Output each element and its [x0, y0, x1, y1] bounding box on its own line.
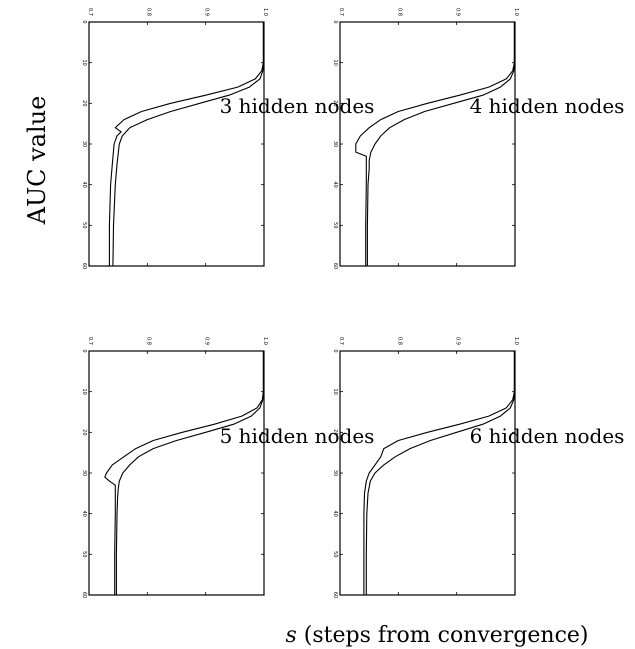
panel-title: 4 hidden nodes — [470, 94, 625, 118]
s-tick-label: 60 — [332, 263, 338, 269]
s-tick-label: 20 — [332, 100, 338, 106]
panel-3: 0.7 0.8 0.9 1.0 0 10 20 30 40 50 60 5 hidden nodes — [81, 337, 374, 598]
auc-tick-label: 0.7 — [87, 8, 93, 16]
panel-2: 0.7 0.8 0.9 1.0 0 10 20 30 40 50 60 4 hidden nodes — [332, 8, 624, 269]
panel-4: 0.7 0.8 0.9 1.0 0 10 20 30 40 50 60 6 hidden nodes — [332, 337, 624, 598]
auc-tick-label: 0.9 — [204, 337, 210, 345]
x-axis-label-text: (steps from convergence) — [297, 623, 589, 648]
series-line-1 — [364, 351, 515, 595]
s-tick-label: 30 — [81, 141, 87, 147]
s-tick-label: 0 — [332, 349, 338, 352]
s-tick-label: 50 — [81, 551, 87, 557]
s-tick-label: 10 — [81, 388, 87, 394]
panel-1: 0.7 0.8 0.9 1.0 0 10 20 30 40 50 60 3 hidden nodes — [81, 8, 374, 269]
panel-title: 3 hidden nodes — [220, 94, 375, 118]
plot-frame — [89, 22, 264, 266]
s-tick-label: 20 — [81, 429, 87, 435]
series-line-2 — [367, 22, 514, 266]
s-tick-label: 40 — [81, 510, 87, 516]
plot-frame — [340, 22, 515, 266]
s-tick-label: 40 — [332, 181, 338, 187]
panel-title: 5 hidden nodes — [220, 424, 375, 448]
auc-tick-label: 0.9 — [455, 337, 461, 345]
auc-tick-label: 0.9 — [455, 8, 461, 16]
s-tick-label: 20 — [81, 100, 87, 106]
auc-tick-label: 0.8 — [145, 337, 151, 345]
s-tick-label: 10 — [332, 59, 338, 65]
s-tick-label: 60 — [81, 592, 87, 598]
s-tick-label: 50 — [332, 551, 338, 557]
panel-title: 6 hidden nodes — [470, 424, 625, 448]
s-tick-label: 30 — [81, 470, 87, 476]
auc-tick-label: 0.7 — [87, 337, 93, 345]
x-axis-label-variable: s — [285, 623, 296, 648]
x-axis-label: s (steps from convergence) — [285, 623, 588, 648]
series-line-2 — [366, 351, 514, 595]
s-tick-label: 0 — [81, 349, 87, 352]
s-tick-label: 60 — [81, 263, 87, 269]
s-tick-label: 30 — [332, 141, 338, 147]
auc-tick-label: 0.9 — [204, 8, 210, 16]
series-line-2 — [113, 22, 264, 266]
series-line-1 — [356, 22, 515, 266]
series-line-2 — [116, 351, 263, 595]
y-axis-label: AUC value — [23, 96, 51, 226]
auc-tick-label: 1.0 — [513, 8, 519, 16]
s-tick-label: 30 — [332, 470, 338, 476]
auc-tick-label: 0.7 — [338, 337, 344, 345]
s-tick-label: 0 — [81, 20, 87, 23]
s-tick-label: 10 — [332, 388, 338, 394]
s-tick-label: 40 — [332, 510, 338, 516]
series-line-1 — [109, 22, 263, 266]
plot-frame — [89, 351, 264, 595]
series-line-1 — [105, 351, 264, 595]
s-tick-label: 0 — [332, 20, 338, 23]
s-tick-label: 10 — [81, 59, 87, 65]
auc-tick-label: 1.0 — [262, 337, 268, 345]
s-tick-label: 20 — [332, 429, 338, 435]
auc-tick-label: 0.8 — [396, 337, 402, 345]
s-tick-label: 50 — [332, 222, 338, 228]
s-tick-label: 40 — [81, 181, 87, 187]
auc-tick-label: 0.8 — [145, 8, 151, 16]
auc-tick-label: 1.0 — [513, 337, 519, 345]
auc-tick-label: 1.0 — [262, 8, 268, 16]
s-tick-label: 50 — [81, 222, 87, 228]
s-tick-label: 60 — [332, 592, 338, 598]
auc-tick-label: 0.7 — [338, 8, 344, 16]
auc-tick-label: 0.8 — [396, 8, 402, 16]
